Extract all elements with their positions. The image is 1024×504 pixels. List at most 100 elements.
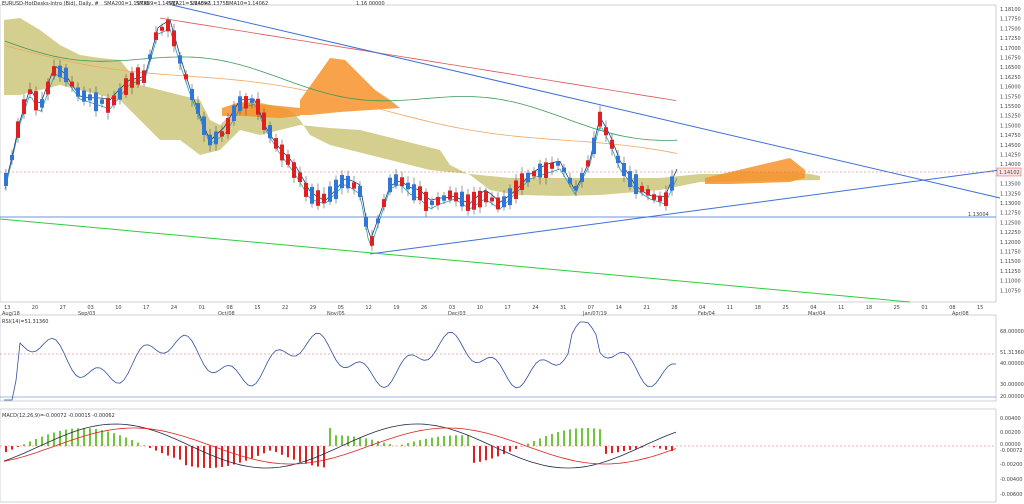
macd-bar [53,432,55,446]
macd-bar [611,446,613,454]
macd-bar [95,428,97,446]
macd-bar [491,446,493,459]
candle-body [364,217,368,227]
macd-bar [65,429,67,446]
macd-bar [119,435,121,446]
macd-bar [131,439,133,446]
candle-body [250,98,254,103]
macd-bar [173,446,175,458]
date-tick-label: 10 [477,305,483,311]
macd-bar [341,435,343,446]
month-label: Nov/05 [327,311,345,317]
candle-body [268,125,272,139]
macd-histogram: 0.00400 0.00200 0.00000-0.00072 -0.00200 -0.… [0,416,1022,498]
price-tick-label: 1.11750 [1000,250,1021,256]
macd-bar [479,446,481,462]
candle-body [22,99,26,115]
candle-body [580,173,584,182]
macd-bar [437,436,439,446]
macd-bar [209,446,211,468]
macd-bar [623,446,625,452]
macd-bar [377,441,379,446]
macd-bar [47,434,49,446]
macd-bar [293,446,295,460]
month-label: Aug/18 [2,311,20,317]
macd-bar [419,440,421,446]
macd-bar [203,446,205,468]
macd-bar [161,446,163,454]
candlesticks [4,16,674,252]
macd-bar [659,446,661,449]
macd-bar [191,446,193,467]
sma200-line [159,17,677,101]
macd-bar [473,446,475,463]
ascending-trendline [369,169,1001,255]
candle-body [202,116,206,135]
date-tick-label: 24 [532,305,538,311]
macd-bar [11,446,13,450]
macd-bar [113,433,115,446]
candle-body [370,236,374,246]
date-tick-label: 29 [310,305,316,311]
macd-bar [665,446,667,450]
candle-body [670,176,674,191]
date-tick-label: 04 [810,305,816,311]
rsi-tick-label: 68.00000 [1000,329,1024,335]
macd-bar [455,435,457,446]
macd-bar [197,446,199,468]
macd-bar [221,446,223,467]
macd-bar [461,435,463,446]
macd-bar [5,446,7,453]
candle-body [664,192,668,207]
sma200-label: SMA200=1.15735 [104,1,149,7]
macd-bar [83,428,85,446]
month-label: Jan/07/19 [582,311,607,317]
macd-bar [323,446,325,468]
price-tick-label: 1.17750 [1000,17,1021,23]
candle-body [376,218,380,224]
date-tick-label: 17 [143,305,149,311]
price-tick-label: 1.12750 [1000,211,1021,217]
macd-bar [251,446,253,459]
sma89-label: SMA89=1.14517 [136,1,178,7]
candle-body [640,185,644,193]
symbol-label: EURUSD-HotDesks-Intro (Bid), Daily, # [2,1,99,7]
date-tick-label: 14 [616,305,622,311]
macd-bar [107,431,109,446]
price-tick-label: 1.12000 [1000,240,1021,246]
macd-bar [143,445,145,446]
macd-bar [23,444,25,446]
candle-body [52,66,56,76]
candle-body [388,177,392,193]
date-tick-label: 13 [4,305,10,311]
macd-bar [263,446,265,454]
candle-body [40,99,44,108]
candle-body [532,171,536,177]
macd-bar [371,439,373,446]
macd-bar [17,446,19,447]
sma-green-line [4,40,678,141]
macd-bar [383,442,385,446]
macd-bar [347,435,349,446]
candle-body [244,96,248,109]
rsi-tick-label: 40.00000 [1000,361,1024,367]
candle-body [148,54,152,60]
candle-body [64,67,68,83]
macd-bar [137,442,139,446]
price-tick-label: 1.11250 [1000,269,1021,275]
candle-body [130,72,134,88]
macd-bar [413,441,415,446]
price-tick-label: 1.18100 [1000,7,1021,13]
macd-bar [551,433,553,446]
candle-body [520,173,524,191]
month-label: Oct/08 [218,311,235,317]
macd-bar [353,436,355,446]
candle-body [124,78,128,95]
macd-bar [287,446,289,458]
candle-body [16,121,20,138]
candle-body [334,179,338,200]
candle-body [490,197,494,202]
candle-body [322,193,326,203]
price-tick-label: 1.12250 [1000,230,1021,236]
